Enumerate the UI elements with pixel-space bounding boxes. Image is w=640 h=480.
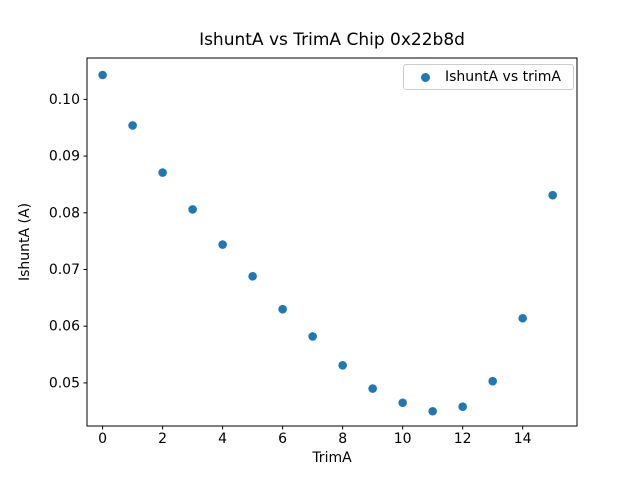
scatter-point xyxy=(188,205,197,214)
x-tick-label: 6 xyxy=(278,431,287,447)
scatter-point xyxy=(398,398,407,408)
y-axis-label: IshuntA (A) xyxy=(17,202,33,282)
scatter-point xyxy=(488,376,497,386)
x-tick-label: 0 xyxy=(98,431,107,447)
scatter-point xyxy=(248,272,257,281)
scatter-point xyxy=(518,313,527,323)
x-tick-label: 12 xyxy=(454,431,472,447)
scatter-marker-icon xyxy=(421,72,430,82)
y-tick-label: 0.06 xyxy=(49,319,80,335)
scatter-point xyxy=(548,190,557,200)
y-tick-label: 0.09 xyxy=(49,149,80,165)
x-tick-label: 2 xyxy=(158,431,167,447)
y-tick-label: 0.07 xyxy=(49,262,80,278)
y-tick-label: 0.10 xyxy=(49,92,80,108)
scatter-point xyxy=(128,121,137,130)
scatter-point xyxy=(428,406,437,416)
legend-label: IshuntA vs trimA xyxy=(445,69,561,85)
scatter-point xyxy=(308,332,317,341)
legend: IshuntA vs trimA xyxy=(403,64,574,90)
chart-title: IshuntA vs TrimA Chip 0x22b8d xyxy=(199,30,465,50)
x-tick-label: 10 xyxy=(394,431,412,447)
y-tick-label: 0.08 xyxy=(49,205,80,221)
scatter-point xyxy=(458,402,467,412)
axes-frame xyxy=(86,57,578,427)
x-tick-label: 8 xyxy=(338,431,347,447)
x-tick-label: 4 xyxy=(218,431,227,447)
y-tick-label: 0.05 xyxy=(49,375,80,391)
scatter-point xyxy=(98,70,107,80)
x-axis-label: TrimA xyxy=(312,450,352,466)
scatter-point xyxy=(218,240,227,249)
scatter-point xyxy=(338,361,347,370)
scatter-point xyxy=(278,304,287,314)
scatter-point xyxy=(158,168,167,177)
x-tick-label: 14 xyxy=(514,431,532,447)
scatter-point xyxy=(368,384,377,393)
